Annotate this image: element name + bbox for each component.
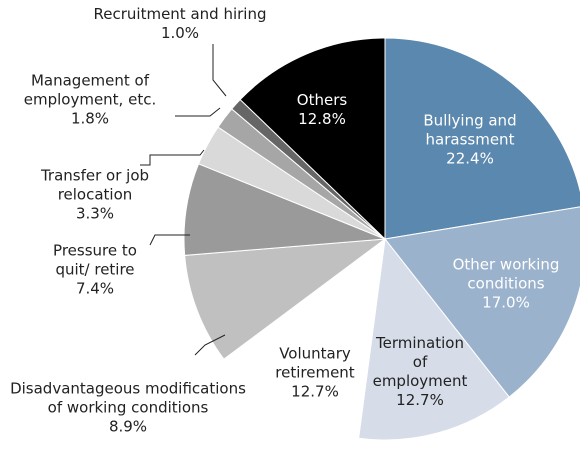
pie-slice bbox=[357, 237, 510, 441]
value-label: 12.7% bbox=[291, 382, 339, 401]
value-label: 7.4% bbox=[75, 279, 115, 298]
category-label: Disadvantageous modifications of working… bbox=[10, 379, 246, 417]
slice-label: Transfer or job relocation 3.3% bbox=[10, 167, 180, 224]
category-label: Recruitment and hiring bbox=[93, 5, 267, 23]
slice-label: Recruitment and hiring 1.0% bbox=[70, 5, 290, 43]
leader-line bbox=[140, 149, 205, 166]
slice-label: Termination of employment 12.7% bbox=[370, 334, 470, 410]
category-label: Voluntary retirement bbox=[275, 344, 355, 382]
slice-label: Voluntary retirement 12.7% bbox=[265, 345, 365, 402]
slice-label: Bullying and harassment 22.4% bbox=[405, 112, 535, 169]
category-label: Bullying and harassment bbox=[423, 111, 517, 149]
leader-line bbox=[149, 234, 190, 246]
pie-slice bbox=[184, 238, 387, 360]
slice-label: Management of employment, etc. 1.8% bbox=[0, 72, 180, 129]
leader-line bbox=[194, 334, 226, 356]
category-label: Termination of employment bbox=[372, 334, 468, 390]
category-label: Other working conditions bbox=[452, 255, 560, 293]
category-label: Others bbox=[296, 91, 348, 109]
leader-line bbox=[175, 107, 221, 117]
leader-lines bbox=[140, 44, 227, 356]
value-label: 3.3% bbox=[75, 204, 115, 223]
slice-label: Others 12.8% bbox=[277, 91, 367, 129]
category-label: Transfer or job relocation bbox=[40, 166, 150, 204]
slice-label: Pressure to quit/ retire 7.4% bbox=[35, 242, 155, 299]
value-label: 12.8% bbox=[298, 110, 346, 128]
pie-slice bbox=[384, 206, 580, 398]
pie-slice bbox=[223, 237, 386, 439]
pie-slice bbox=[384, 37, 580, 240]
value-label: 1.0% bbox=[160, 24, 200, 42]
pie-slice bbox=[239, 37, 386, 241]
category-label: Management of employment, etc. bbox=[23, 71, 157, 109]
value-label: 1.8% bbox=[70, 109, 110, 128]
value-label: 22.4% bbox=[446, 149, 494, 168]
value-label: 17.0% bbox=[482, 293, 530, 312]
leader-line bbox=[212, 44, 227, 97]
slice-label: Other working conditions 17.0% bbox=[431, 256, 580, 313]
category-label: Pressure to quit/ retire bbox=[53, 241, 137, 279]
value-label: 12.7% bbox=[396, 391, 444, 409]
value-label: 8.9% bbox=[108, 417, 148, 436]
slice-label: Disadvantageous modifications of working… bbox=[3, 380, 253, 437]
